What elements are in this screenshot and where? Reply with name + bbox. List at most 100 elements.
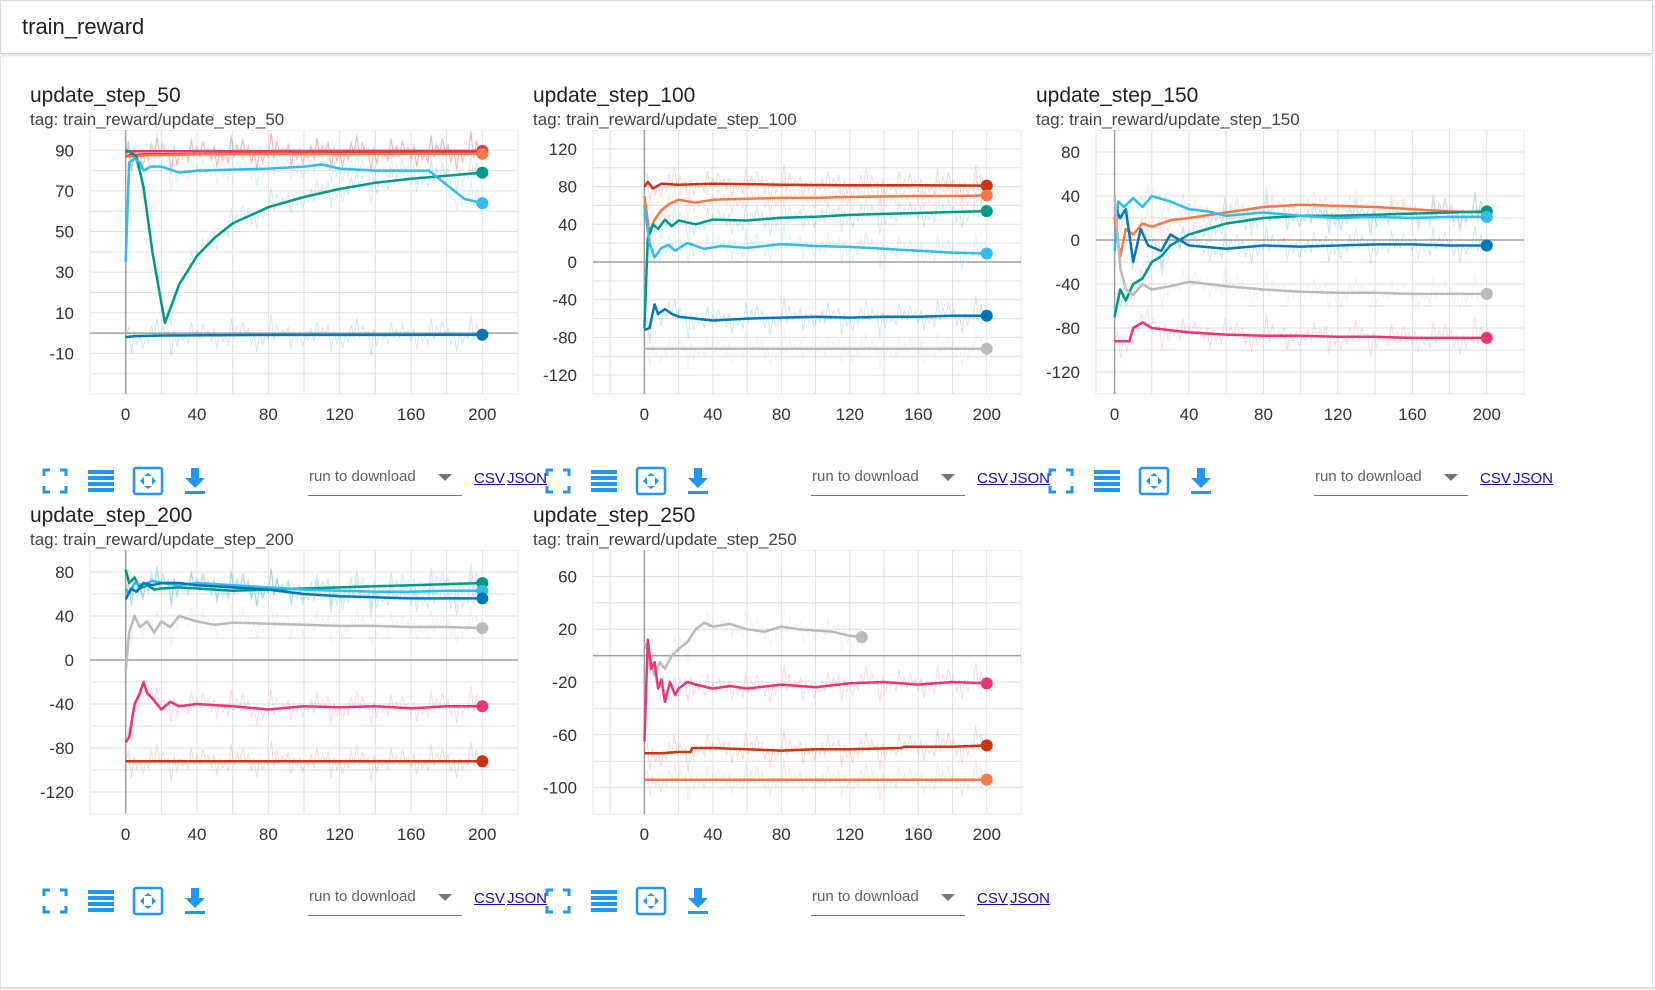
run-to-download-select[interactable]: run to download <box>811 466 965 496</box>
chevron-down-icon <box>438 894 452 901</box>
y-tick-label: 0 <box>1071 231 1080 250</box>
run-to-download-select[interactable]: run to download <box>308 886 462 916</box>
fullscreen-button[interactable] <box>38 884 72 918</box>
csv-link[interactable]: CSV <box>474 890 505 907</box>
series-end-point <box>1480 239 1493 252</box>
x-tick-label: 0 <box>121 405 130 424</box>
line-chart[interactable]: 0 40 80 120 160 200 -100 -60 -20 20 60 <box>533 550 1033 870</box>
fit-domain-button[interactable] <box>634 464 668 498</box>
toggle-log-button[interactable] <box>1090 464 1124 498</box>
line-chart[interactable]: 0 40 80 120 160 200 -120 -80 -40 0 40 80 <box>30 550 530 870</box>
series-end-point <box>1480 210 1493 223</box>
x-tick-label: 80 <box>259 825 278 844</box>
y-tick-label: -20 <box>552 673 577 692</box>
json-link[interactable]: JSON <box>1010 470 1051 487</box>
fullscreen-button[interactable] <box>38 464 72 498</box>
csv-link[interactable]: CSV <box>474 470 505 487</box>
chart-card: update_step_50 tag: train_reward/update_… <box>30 84 547 504</box>
y-tick-label: -120 <box>1046 363 1080 382</box>
series-end-point <box>1480 331 1493 344</box>
series-line <box>1113 210 1487 318</box>
download-icon <box>688 888 708 914</box>
download-button[interactable] <box>1184 464 1218 498</box>
series-end-point <box>476 700 489 713</box>
fullscreen-button[interactable] <box>541 884 575 918</box>
fullscreen-button[interactable] <box>1044 464 1078 498</box>
run-to-download-select[interactable]: run to download <box>308 466 462 496</box>
run-to-download-select[interactable]: run to download <box>811 886 965 916</box>
chevron-down-icon <box>941 474 955 481</box>
x-tick-label: 80 <box>772 405 791 424</box>
series-line <box>124 614 483 672</box>
download-button[interactable] <box>178 464 212 498</box>
chart-title: update_step_100 <box>533 84 696 107</box>
json-link[interactable]: JSON <box>1010 890 1051 907</box>
series-end-point <box>476 592 489 605</box>
download-button[interactable] <box>178 884 212 918</box>
list-icon <box>88 470 114 492</box>
run-to-download-select[interactable]: run to download <box>1314 466 1468 496</box>
series-end-point <box>980 189 993 202</box>
toggle-log-button[interactable] <box>84 884 118 918</box>
csv-link[interactable]: CSV <box>1480 470 1511 487</box>
series-line <box>643 205 987 259</box>
y-tick-label: -100 <box>543 779 577 798</box>
chart-toolbar: run to download CSV JSON <box>30 464 547 504</box>
series-line <box>125 149 483 325</box>
csv-link[interactable]: CSV <box>977 890 1008 907</box>
plot-frame <box>89 130 519 395</box>
fit-domain-button[interactable] <box>1137 464 1171 498</box>
json-link[interactable]: JSON <box>507 890 548 907</box>
fit-domain-button[interactable] <box>131 464 165 498</box>
line-chart[interactable]: 0 40 80 120 160 200 -10 10 30 50 70 90 <box>30 130 530 450</box>
fit-domain-icon <box>132 466 164 496</box>
download-button[interactable] <box>681 464 715 498</box>
y-tick-label: -80 <box>49 739 74 758</box>
series-end-point <box>476 197 489 210</box>
run-select-placeholder: run to download <box>1315 468 1422 485</box>
chart-title: update_step_50 <box>30 84 181 107</box>
json-link[interactable]: JSON <box>507 470 548 487</box>
json-link[interactable]: JSON <box>1513 470 1554 487</box>
series-end-point <box>855 631 868 644</box>
fit-domain-button[interactable] <box>131 884 165 918</box>
series-end-point <box>476 166 489 179</box>
y-tick-label: -10 <box>49 344 74 363</box>
chart-tag: tag: train_reward/update_step_150 <box>1036 110 1300 129</box>
run-select-placeholder: run to download <box>309 888 416 905</box>
csv-link[interactable]: CSV <box>977 470 1008 487</box>
plot-frame <box>592 550 1022 815</box>
x-tick-label: 200 <box>1473 405 1501 424</box>
toggle-log-button[interactable] <box>587 464 621 498</box>
series-line <box>643 180 987 190</box>
x-tick-label: 40 <box>188 825 207 844</box>
y-tick-label: 40 <box>55 607 74 626</box>
chart-tag: tag: train_reward/update_step_100 <box>533 110 797 129</box>
x-tick-label: 120 <box>836 405 864 424</box>
section-header[interactable]: train_reward <box>0 0 1653 54</box>
fullscreen-button[interactable] <box>541 464 575 498</box>
line-chart[interactable]: 0 40 80 120 160 200 -120 -80 -40 0 40 80 <box>1036 130 1536 450</box>
x-tick-label: 200 <box>468 825 496 844</box>
x-tick-label: 120 <box>836 825 864 844</box>
x-tick-label: 160 <box>397 825 425 844</box>
series-line <box>1113 195 1487 297</box>
line-chart[interactable]: 0 40 80 120 160 200 -120 -80 -40 0 40 80 120 <box>533 130 1033 450</box>
series-line <box>124 579 483 596</box>
chart-card: update_step_150 tag: train_reward/update… <box>1036 84 1553 504</box>
series-end-point <box>980 179 993 192</box>
x-tick-label: 160 <box>904 405 932 424</box>
fit-domain-button[interactable] <box>634 884 668 918</box>
y-tick-label: 40 <box>1061 187 1080 206</box>
toggle-log-button[interactable] <box>587 884 621 918</box>
y-tick-label: 0 <box>568 253 577 272</box>
download-button[interactable] <box>681 884 715 918</box>
toggle-log-button[interactable] <box>84 464 118 498</box>
run-select-placeholder: run to download <box>812 888 919 905</box>
series-end-point <box>476 147 489 160</box>
x-tick-label: 0 <box>121 825 130 844</box>
x-tick-label: 200 <box>973 825 1001 844</box>
y-tick-label: 80 <box>558 178 577 197</box>
series-line <box>643 194 987 235</box>
y-tick-label: 0 <box>65 651 74 670</box>
